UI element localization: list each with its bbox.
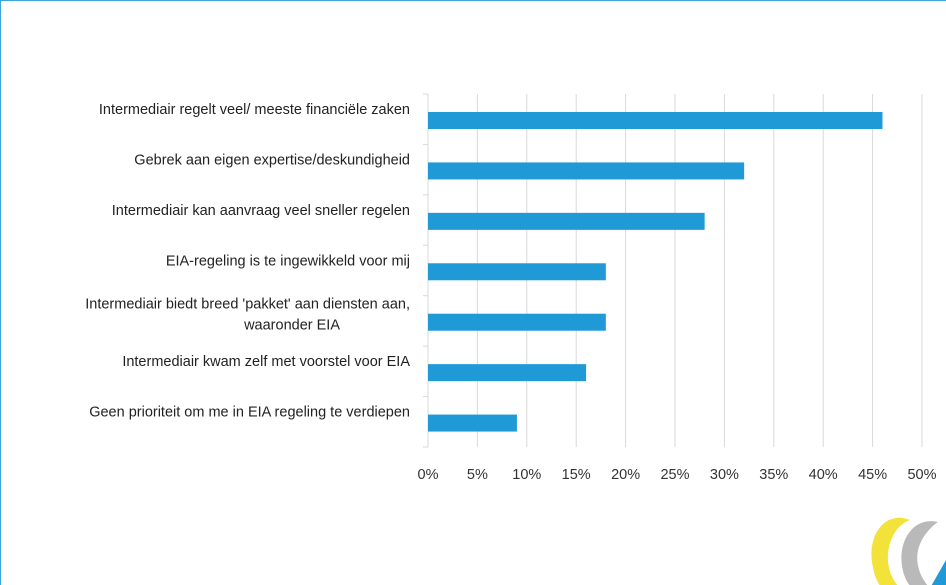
bar-6 bbox=[428, 414, 517, 432]
bar-2 bbox=[428, 212, 705, 230]
bar-3 bbox=[428, 263, 606, 281]
value-axis: 0% 5% 10% 15% 20% 25% 30% 35% 40% 45% 50% bbox=[418, 467, 937, 483]
x-tick-label-4: 20% bbox=[611, 467, 640, 483]
x-tick-label-0: 0% bbox=[418, 467, 439, 483]
x-tick-label-10: 50% bbox=[907, 467, 936, 483]
x-tick-label-2: 10% bbox=[512, 467, 541, 483]
x-tick-label-1: 5% bbox=[467, 467, 488, 483]
category-label-4-line-1: waaronder EIA bbox=[243, 318, 340, 334]
category-label-2: Intermediair kan aanvraag veel sneller r… bbox=[112, 203, 410, 219]
x-tick-label-5: 25% bbox=[660, 467, 689, 483]
bar-series bbox=[428, 112, 883, 432]
category-label-6: Geen prioriteit om me in EIA regeling te… bbox=[89, 405, 410, 421]
x-tick-label-8: 40% bbox=[809, 467, 838, 483]
category-axis: Intermediair regelt veel/ meeste financi… bbox=[85, 102, 410, 421]
x-tick-label-6: 30% bbox=[710, 467, 739, 483]
x-tick-label-3: 15% bbox=[562, 467, 591, 483]
swirl-logo-icon bbox=[871, 517, 946, 585]
category-label-5: Intermediair kwam zelf met voorstel voor… bbox=[122, 354, 410, 370]
bar-1 bbox=[428, 162, 745, 180]
category-label-1: Gebrek aan eigen expertise/deskundigheid bbox=[134, 152, 410, 168]
category-label-0: Intermediair regelt veel/ meeste financi… bbox=[99, 102, 410, 118]
category-label-3: EIA-regeling is te ingewikkeld voor mij bbox=[166, 253, 410, 269]
x-tick-label-7: 35% bbox=[759, 467, 788, 483]
category-label-4-line-0: Intermediair biedt breed 'pakket' aan di… bbox=[85, 297, 410, 313]
bar-0 bbox=[428, 112, 883, 129]
bar-4 bbox=[428, 313, 606, 331]
x-tick-label-9: 45% bbox=[858, 467, 887, 483]
bar-5 bbox=[428, 364, 587, 382]
